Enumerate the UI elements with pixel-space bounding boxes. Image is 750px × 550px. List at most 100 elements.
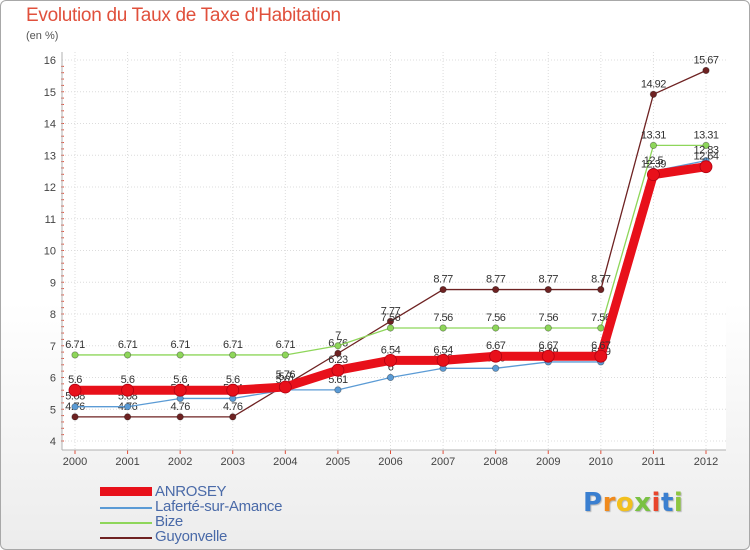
logo-letter: r [602, 488, 616, 518]
data-point-bize [439, 324, 447, 332]
logo-letter: o [615, 488, 635, 518]
data-point-guyonvelle [334, 349, 342, 357]
data-point-lafert-sur-amance [492, 364, 500, 372]
x-tick-label: 2002 [168, 456, 192, 468]
y-tick-label: 10 [44, 246, 56, 258]
legend-swatch-anrosey [100, 487, 152, 496]
data-label-anrosey: 12.64 [693, 151, 718, 163]
y-tick-label: 12 [44, 182, 56, 194]
data-label-bize: 7.56 [486, 312, 506, 324]
series-anrosey: 5.6 5.6 5.6 5.6 5.7 6.23 6.54 6.54 6.67 6.67 6.67 1… [68, 151, 719, 397]
data-label-anrosey: 5.6 [121, 374, 135, 386]
data-point-guyonvelle [386, 317, 395, 325]
x-tick-label: 2006 [378, 456, 402, 468]
proxiti-logo: Proxiti [583, 488, 683, 518]
legend-label-bize: Bize [155, 513, 183, 530]
y-tick-label: 15 [44, 87, 56, 99]
data-label-guyonvelle: 14.92 [641, 78, 666, 90]
data-label-bize: 6.71 [170, 339, 190, 351]
data-point-guyonvelle [492, 285, 500, 294]
data-point-bize [386, 324, 395, 332]
data-label-guyonvelle: 8.77 [433, 274, 453, 286]
legend-label-anrosey: ANROSEY [155, 483, 227, 500]
data-label-bize: 13.31 [693, 129, 718, 141]
data-point-anrosey [278, 380, 292, 394]
data-label-lafert-sur-amance: 12.83 [693, 145, 718, 157]
data-point-guyonvelle [597, 285, 605, 294]
logo-letter: x [634, 488, 652, 518]
x-tick-label: 2008 [483, 456, 507, 468]
x-tick-label: 2005 [326, 456, 350, 468]
legend-swatch-lafert-sur-amance [100, 507, 152, 509]
logo-letter: P [583, 488, 603, 518]
data-point-bize [123, 351, 132, 359]
data-label-guyonvelle: 15.67 [693, 54, 718, 66]
data-label-anrosey: 5.7 [278, 371, 292, 383]
x-tick-label: 2010 [589, 456, 613, 468]
data-label-bize: 7.56 [539, 312, 559, 324]
plot-area [62, 52, 726, 450]
data-label-anrosey: 6.54 [381, 344, 401, 356]
data-point-bize [492, 324, 500, 332]
data-label-bize: 7 [335, 330, 341, 342]
data-point-anrosey [331, 363, 345, 377]
data-point-anrosey [541, 349, 555, 363]
legend-swatch-guyonvelle [100, 537, 152, 539]
data-label-bize: 6.71 [118, 339, 138, 351]
y-tick-label: 8 [50, 309, 56, 321]
data-label-anrosey: 6.23 [328, 354, 348, 366]
y-tick-label: 14 [44, 119, 56, 131]
data-label-anrosey: 5.6 [68, 374, 82, 386]
data-label-guyonvelle: 4.76 [170, 401, 190, 413]
data-label-guyonvelle: 7.77 [381, 305, 401, 317]
data-label-anrosey: 6.67 [486, 340, 506, 352]
data-point-anrosey [699, 160, 713, 174]
chart-title: Evolution du Taux de Taxe d'Habitation [26, 5, 341, 26]
data-point-guyonvelle [544, 285, 552, 294]
y-tick-label: 5 [50, 404, 56, 416]
data-point-lafert-sur-amance [71, 403, 79, 411]
data-point-guyonvelle [71, 413, 79, 421]
y-tick-label: 13 [44, 150, 56, 162]
legend-label-guyonvelle: Guyonvelle [155, 528, 228, 545]
data-label-anrosey: 12.39 [641, 159, 666, 171]
data-point-anrosey [594, 349, 608, 363]
data-point-anrosey [173, 383, 187, 397]
x-tick-label: 2011 [642, 456, 666, 468]
data-label-bize: 7.56 [433, 312, 453, 324]
x-tick-label: 2007 [431, 456, 455, 468]
legend-swatch-bize [100, 522, 152, 524]
data-label-bize: 13.31 [641, 129, 666, 141]
data-point-bize [176, 351, 184, 359]
x-tick-label: 2003 [221, 456, 245, 468]
data-point-anrosey [384, 353, 397, 367]
data-point-guyonvelle [229, 413, 237, 421]
x-tick-label: 2009 [536, 456, 560, 468]
data-point-guyonvelle [649, 90, 658, 98]
data-point-bize [702, 141, 710, 150]
data-label-lafert-sur-amance: 5.61 [328, 374, 348, 386]
data-point-anrosey [436, 353, 450, 367]
data-label-bize: 6.71 [276, 339, 296, 351]
data-point-lafert-sur-amance [386, 373, 395, 382]
data-point-bize [71, 351, 79, 359]
data-label-bize: 6.71 [65, 339, 85, 351]
data-point-guyonvelle [123, 413, 132, 421]
data-point-lafert-sur-amance [334, 386, 342, 394]
data-point-bize [334, 342, 342, 350]
data-label-guyonvelle: 4.76 [223, 401, 243, 413]
legend-label-lafert-sur-amance: Laferté-sur-Amance [155, 498, 283, 515]
logo-letter: t [660, 488, 674, 518]
series-bize: 6.71 6.71 6.71 6.71 6.71 7 7.56 7.56 7.56 7.56 7.5… [65, 129, 719, 359]
data-label-guyonvelle: 5.76 [276, 369, 296, 381]
data-label-guyonvelle: 8.77 [591, 274, 611, 286]
y-tick-label: 11 [45, 214, 56, 226]
data-point-bize [649, 141, 658, 150]
data-point-bize [544, 324, 552, 332]
data-point-lafert-sur-amance [123, 403, 132, 411]
data-label-bize: 7.56 [591, 312, 611, 324]
x-tick-label: 2004 [273, 456, 297, 468]
y-tick-label: 4 [50, 436, 56, 448]
data-point-anrosey [121, 383, 134, 397]
